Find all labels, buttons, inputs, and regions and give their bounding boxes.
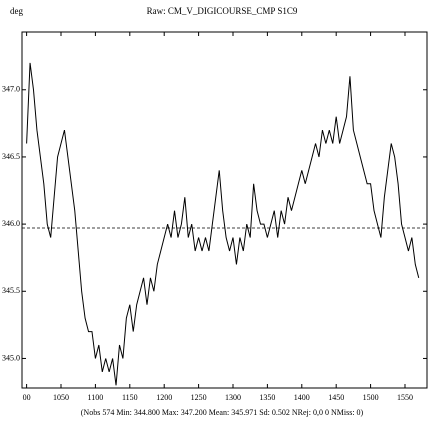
chart-title: Raw: CM_V_DIGICOURSE_CMP S1C9: [147, 6, 298, 16]
x-tick-label: 1150: [122, 393, 138, 402]
x-tick-label: 00: [23, 393, 31, 402]
x-tick-label: 1500: [363, 393, 379, 402]
y-tick-label: 347.0: [2, 85, 20, 94]
plot-frame: [21, 31, 428, 389]
x-tick-label: 1450: [328, 393, 344, 402]
x-tick-label: 1400: [294, 393, 310, 402]
x-tick-label: 1050: [53, 393, 69, 402]
y-tick-label: 345.5: [2, 286, 20, 295]
x-tick-label: 1100: [88, 393, 104, 402]
x-tick-label: 1200: [156, 393, 172, 402]
x-tick-label: 1550: [397, 393, 413, 402]
x-tick-label: 1350: [259, 393, 275, 402]
y-tick-label: 346.0: [2, 219, 20, 228]
y-axis-label: deg: [10, 6, 23, 16]
y-tick-label: 345.0: [2, 353, 20, 362]
y-tick-label: 346.5: [2, 152, 20, 161]
x-tick-label: 1300: [225, 393, 241, 402]
data-line: [26, 62, 420, 386]
footer: (Nobs 574 Min: 344.800 Max: 347.200 Mean…: [81, 408, 364, 417]
x-tick-label: 1250: [191, 393, 207, 402]
